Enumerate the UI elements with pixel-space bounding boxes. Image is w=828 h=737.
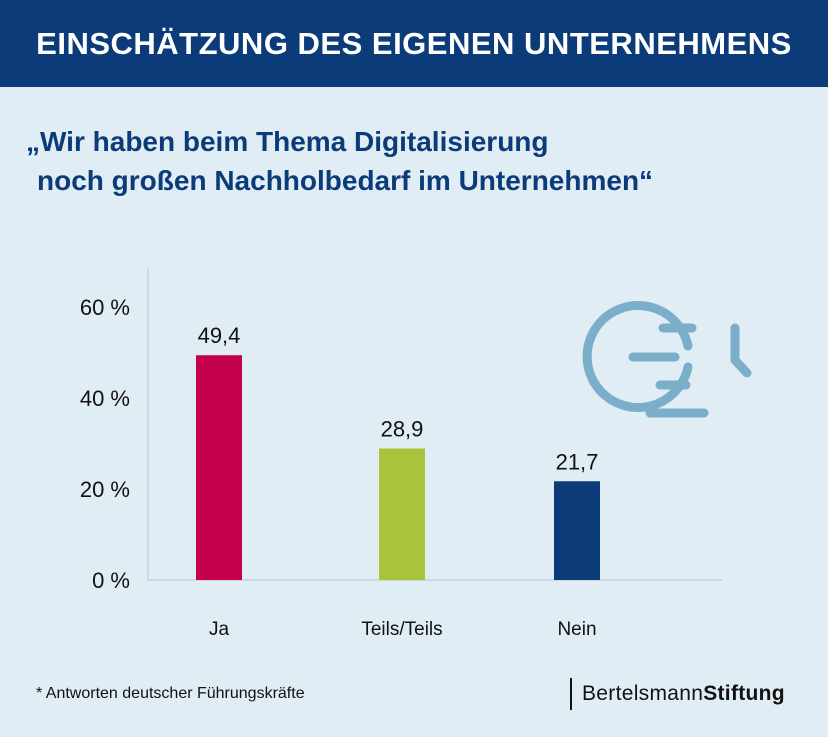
subtitle-line-2: noch großen Nachholbedarf im Unternehmen… <box>37 165 654 196</box>
subtitle-line-1: „Wir haben beim Thema Digitalisierung <box>26 126 549 157</box>
header-banner: EINSCHÄTZUNG DES EIGENEN UNTERNEHMENS <box>0 0 828 87</box>
x-tick-label: Ja <box>209 619 230 640</box>
y-tick-label: 40 % <box>80 386 130 411</box>
y-tick-label: 60 % <box>80 295 130 320</box>
chart-subtitle: „Wir haben beim Thema Digitalisierung no… <box>26 122 786 200</box>
y-tick-label: 20 % <box>80 477 130 502</box>
x-tick-label: Teils/Teils <box>361 619 442 640</box>
page-title: EINSCHÄTZUNG DES EIGENEN UNTERNEHMENS <box>36 25 792 61</box>
brand-name: Bertelsmann <box>582 682 704 705</box>
bar <box>196 355 242 580</box>
data-label: 21,7 <box>556 449 599 474</box>
data-label: 49,4 <box>198 323 241 348</box>
x-tick-label: Nein <box>557 619 596 640</box>
bar <box>554 481 600 580</box>
y-tick-label: 0 % <box>92 568 130 593</box>
brand-logo: Bertelsmann Stiftung <box>570 678 785 710</box>
clock-speed-icon <box>582 301 752 418</box>
bar <box>379 448 425 580</box>
brand-name-bold: Stiftung <box>703 682 785 705</box>
footnote: * Antworten deutscher Führungskräfte <box>36 685 305 702</box>
data-label: 28,9 <box>381 417 424 442</box>
